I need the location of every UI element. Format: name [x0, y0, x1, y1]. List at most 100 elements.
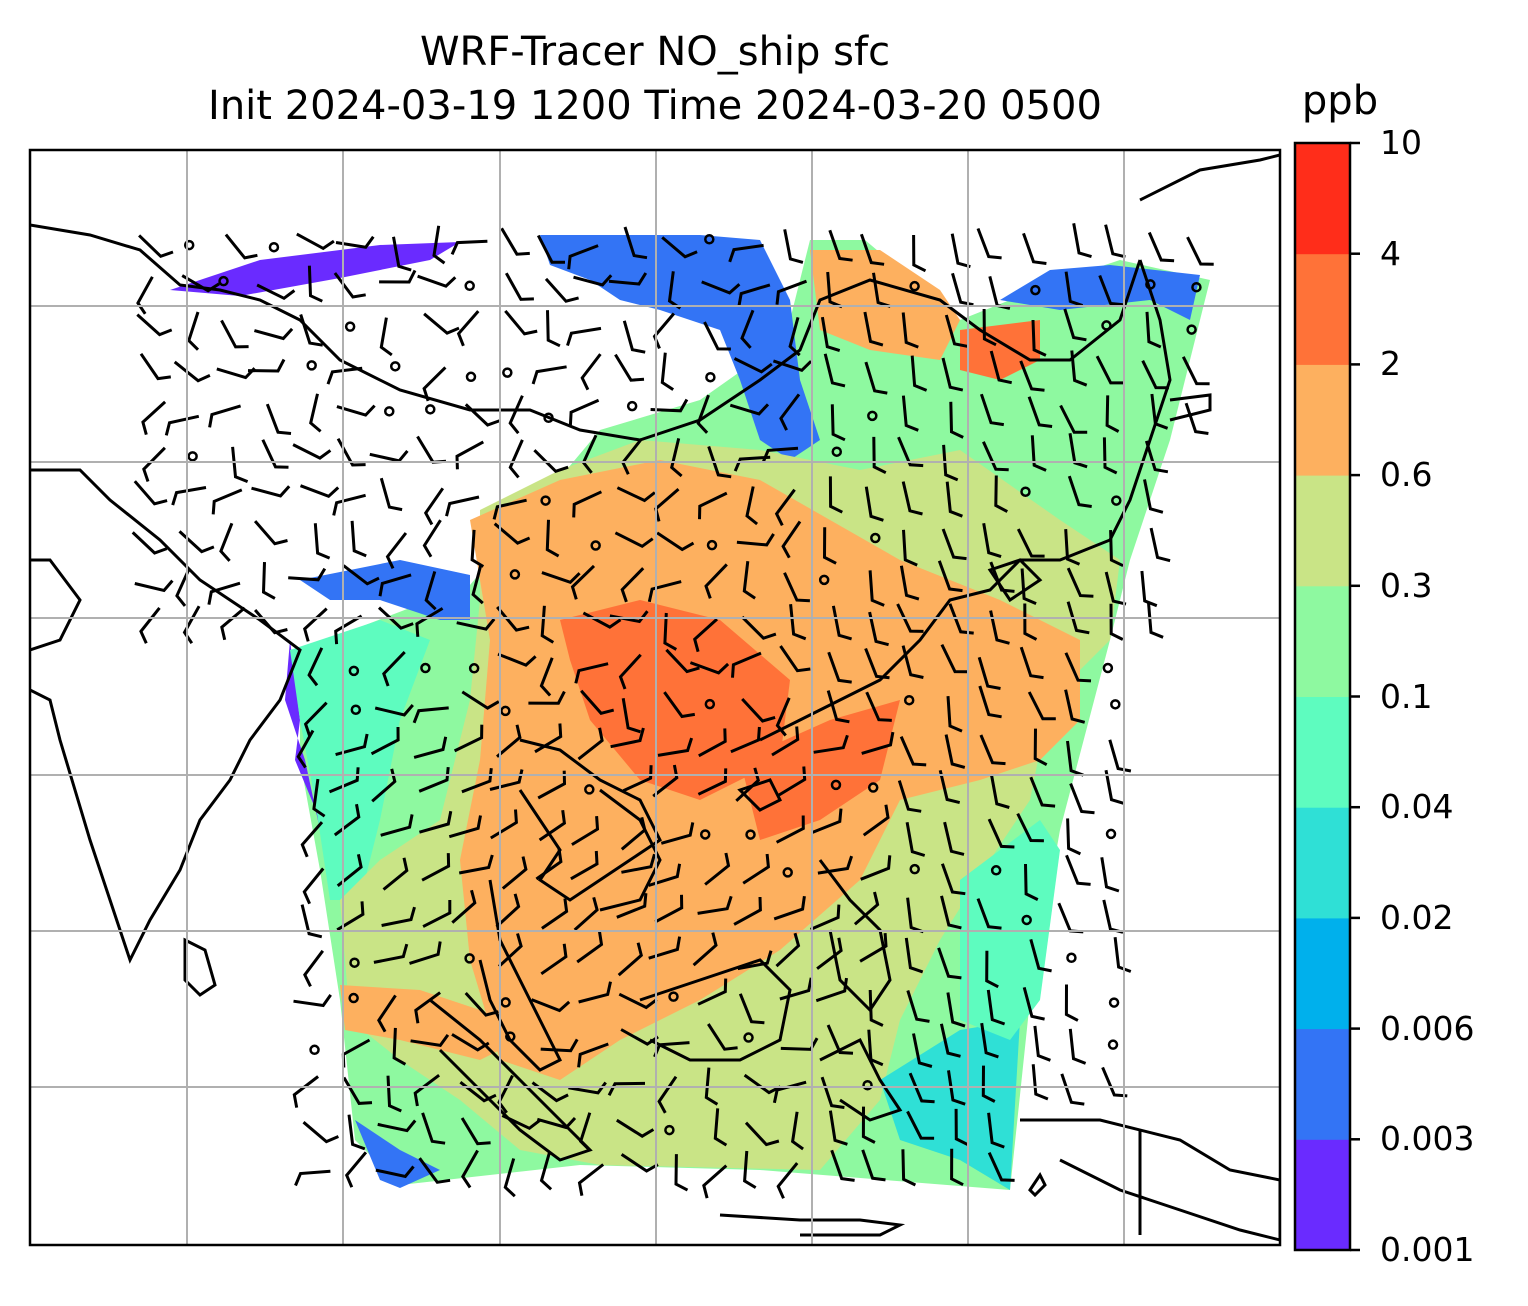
wind-barb — [181, 274, 220, 293]
colorbar-tick-label: 4 — [1380, 233, 1401, 273]
wind-barb — [980, 1022, 999, 1059]
wind-barb — [937, 947, 962, 980]
wind-barb — [987, 818, 1015, 849]
wind-barb — [816, 937, 843, 970]
wind-barb — [908, 1072, 935, 1104]
wind-barb — [868, 570, 885, 607]
wind-barb — [456, 310, 480, 347]
wind-barb — [422, 519, 442, 558]
wind-barb — [459, 1081, 497, 1103]
calm-wind-marker — [420, 662, 431, 674]
wind-barb — [503, 1158, 516, 1198]
wind-barb — [1104, 224, 1126, 259]
wind-barb — [497, 652, 537, 667]
tracer-field — [170, 235, 1210, 1190]
wind-barb — [1066, 601, 1090, 635]
wind-barb — [342, 564, 380, 586]
calm-wind-marker — [349, 957, 360, 968]
border-china-north — [639, 259, 1142, 442]
wind-barb — [470, 529, 485, 568]
coast-srilanka — [183, 937, 217, 997]
colorbar-tick-label: 0.3 — [1380, 565, 1433, 605]
wind-barb — [566, 326, 602, 347]
wind-barb — [713, 1108, 728, 1147]
wind-barb — [620, 567, 645, 603]
wind-barb — [810, 904, 841, 931]
wind-barb — [448, 815, 482, 839]
map-frame — [28, 148, 1282, 1247]
map-title-line1: WRF-Tracer NO_ship sfc — [419, 29, 891, 75]
calm-wind-marker — [867, 410, 878, 422]
wind-barb — [371, 768, 397, 803]
wind-barb — [261, 439, 289, 469]
calm-wind-marker — [818, 574, 830, 586]
wind-barb — [820, 316, 841, 353]
calm-wind-marker — [745, 829, 756, 840]
wind-barb — [413, 1074, 441, 1107]
wind-barb — [328, 767, 360, 794]
colorbar-tick-label: 0.02 — [1380, 897, 1454, 937]
wind-barb — [175, 567, 191, 607]
wind-barb — [335, 235, 375, 249]
calm-wind-marker — [464, 953, 475, 964]
wind-barb — [901, 312, 919, 349]
wind-barb — [860, 855, 892, 881]
wind-barb — [1104, 769, 1125, 805]
calm-wind-marker — [743, 1032, 754, 1043]
wind-barb — [989, 350, 1013, 385]
wind-barb — [901, 645, 924, 679]
wind-barb — [504, 309, 538, 336]
colorbar-swatch — [1295, 1139, 1350, 1251]
wind-barb — [254, 327, 294, 341]
calm-wind-marker — [1186, 324, 1197, 335]
wind-barb — [299, 314, 323, 347]
wind-barb — [142, 446, 166, 482]
wind-barb — [665, 648, 700, 674]
wind-barb — [568, 1081, 607, 1095]
wind-barb — [309, 393, 322, 433]
wind-barb — [288, 567, 327, 582]
wind-barb — [742, 853, 770, 885]
wind-barb — [531, 1081, 569, 1103]
calm-wind-marker — [909, 863, 920, 875]
wind-barb — [1108, 739, 1132, 773]
wind-barb — [545, 519, 560, 558]
wind-barb — [910, 355, 928, 392]
calm-wind-marker — [1110, 699, 1121, 710]
wind-barb — [945, 481, 963, 518]
calm-wind-marker — [468, 663, 480, 674]
wind-barb — [703, 321, 731, 351]
wind-barb — [251, 485, 291, 498]
calm-wind-marker — [187, 451, 198, 462]
wind-barb — [410, 1034, 450, 1048]
wind-barb — [313, 523, 331, 560]
wind-barb — [1064, 689, 1086, 724]
wind-barb — [779, 393, 801, 431]
wind-barb — [730, 726, 761, 754]
wind-barb — [1109, 603, 1124, 641]
wind-barb — [985, 950, 999, 989]
wind-barb — [377, 606, 414, 630]
wind-barb — [451, 1033, 490, 1052]
wind-barb — [1147, 602, 1164, 639]
calm-wind-marker — [909, 280, 920, 292]
wind-barb — [531, 365, 567, 385]
wind-barb — [1066, 818, 1082, 856]
wind-barb — [811, 808, 843, 834]
wind-barb — [496, 606, 530, 632]
wind-barb — [461, 1149, 479, 1189]
wind-barb — [783, 572, 810, 603]
wind-barb — [471, 565, 484, 605]
coast-java — [719, 1213, 906, 1237]
wind-barb — [1065, 854, 1091, 886]
colorbar-swatch — [1295, 253, 1350, 365]
wind-barb — [815, 977, 848, 1003]
wind-barb — [733, 357, 773, 374]
wind-barb — [164, 414, 200, 436]
wind-barb — [779, 977, 813, 1001]
wind-barb — [1144, 440, 1169, 474]
wind-barb — [421, 1112, 446, 1145]
calm-wind-marker — [1102, 662, 1114, 674]
wind-barb — [780, 1037, 819, 1051]
wind-barb — [492, 498, 527, 520]
